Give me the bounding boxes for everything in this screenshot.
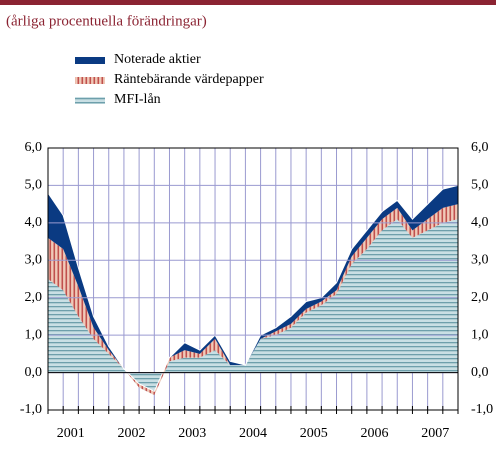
y2-tick-label: -1,0	[471, 402, 493, 417]
legend-swatch	[75, 97, 105, 104]
area	[48, 204, 458, 396]
y2-tick-label: 6,0	[471, 140, 489, 155]
x-tick-label: 2003	[178, 426, 206, 441]
y2-tick-label: 5,0	[471, 178, 489, 193]
y-tick-label: -1,0	[20, 402, 42, 417]
legend-label: Noterade aktier	[114, 52, 201, 67]
area-outline	[47, 184, 459, 392]
x-tick-label: 2004	[239, 426, 267, 441]
x-tick-label: 2006	[360, 426, 388, 441]
y-tick-label: 1,0	[25, 327, 43, 342]
y2-tick-label: 1,0	[471, 327, 489, 342]
legend-swatch	[75, 77, 105, 84]
y2-tick-label: 4,0	[471, 215, 489, 230]
x-tick-label: 2007	[421, 426, 449, 441]
y2-tick-label: 2,0	[471, 290, 489, 305]
x-tick-label: 2001	[57, 426, 85, 441]
legend-swatch	[75, 57, 105, 64]
plot-frame	[47, 147, 459, 411]
x-tick-label: 2002	[118, 426, 146, 441]
area	[48, 219, 458, 396]
y-tick-label: 5,0	[25, 178, 43, 193]
y-tick-label: 2,0	[25, 290, 43, 305]
y-tick-label: 0,0	[25, 365, 43, 380]
x-tick-label: 2005	[300, 426, 328, 441]
subtitle: (årliga procentuella förändringar)	[6, 13, 207, 29]
y-tick-label: 6,0	[25, 140, 43, 155]
y2-tick-label: 0,0	[471, 365, 489, 380]
y-tick-label: 4,0	[25, 215, 43, 230]
top-bar	[0, 0, 496, 5]
legend-label: Räntebärande värdepapper	[114, 72, 264, 87]
y2-tick-label: 3,0	[471, 253, 489, 268]
legend-label: MFI-lån	[114, 92, 161, 107]
y-tick-label: 3,0	[25, 253, 43, 268]
